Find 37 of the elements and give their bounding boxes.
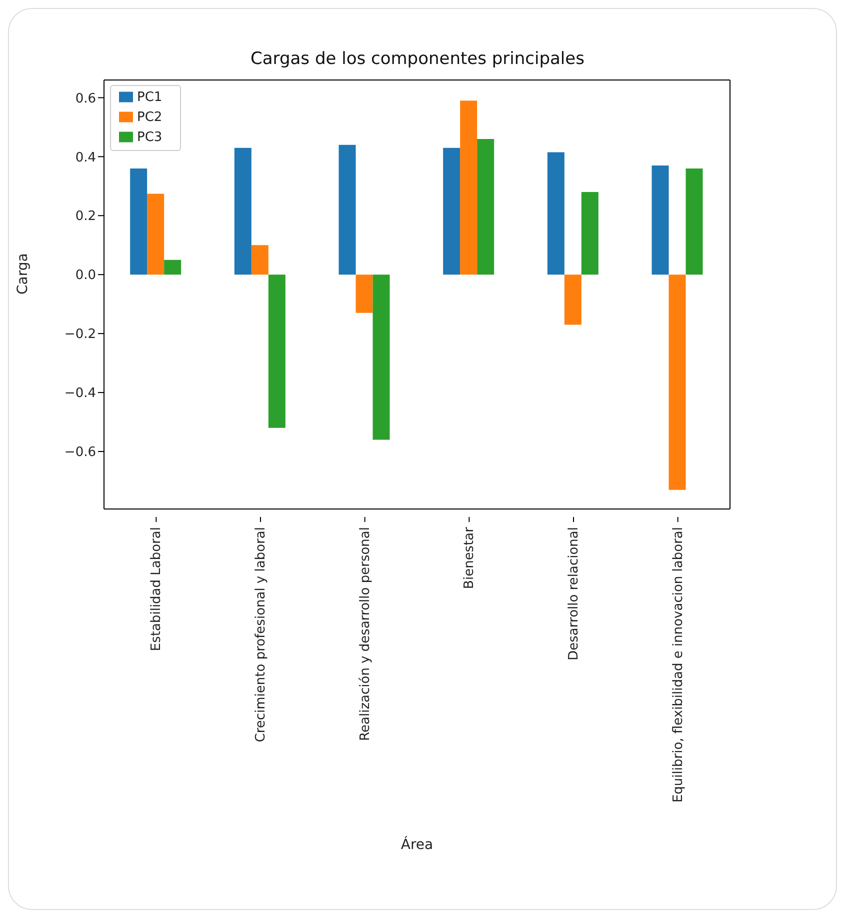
y-tick-label: 0.0	[75, 268, 96, 284]
legend-label: PC3	[137, 130, 162, 145]
bar	[147, 194, 164, 275]
y-tick-label: −0.2	[64, 327, 96, 342]
bar	[547, 152, 564, 275]
bar	[460, 100, 478, 275]
bar	[164, 260, 182, 275]
bar	[581, 192, 598, 275]
y-tick-label: 0.6	[75, 91, 96, 106]
x-tick-label: Bienestar	[462, 526, 478, 589]
x-tick-label: Realización y desarrollo personal	[358, 527, 373, 741]
y-tick-label: 0.2	[75, 209, 96, 224]
bar	[268, 274, 286, 428]
bar	[477, 138, 494, 275]
legend-label: PC2	[137, 110, 162, 125]
bar	[338, 144, 356, 275]
bar	[668, 274, 686, 490]
bar	[356, 274, 373, 313]
chart-title: Cargas de los componentes principales	[250, 49, 586, 69]
bar	[372, 274, 390, 440]
y-axis-title: Carga	[14, 253, 31, 294]
x-tick-label: Equilibrio, flexibilidad e innovacion laboral	[670, 527, 686, 803]
y-tick-label: −0.4	[64, 386, 96, 402]
x-tick-label: Crecimiento profesional y laboral	[254, 527, 268, 742]
bar	[234, 148, 252, 275]
x-tick-label: Desarrollo relacional	[566, 527, 582, 660]
bar	[686, 168, 703, 275]
bar	[251, 245, 268, 275]
y-tick-label: 0.4	[75, 150, 96, 166]
bar	[443, 148, 460, 275]
legend-label: PC1	[137, 90, 162, 105]
bar	[564, 274, 582, 325]
x-axis-title: Área	[400, 836, 434, 853]
bar	[130, 168, 148, 275]
bar	[652, 166, 669, 275]
y-tick-label: −0.6	[64, 445, 96, 460]
x-tick-label: Estabilidad Laboral	[149, 527, 164, 652]
